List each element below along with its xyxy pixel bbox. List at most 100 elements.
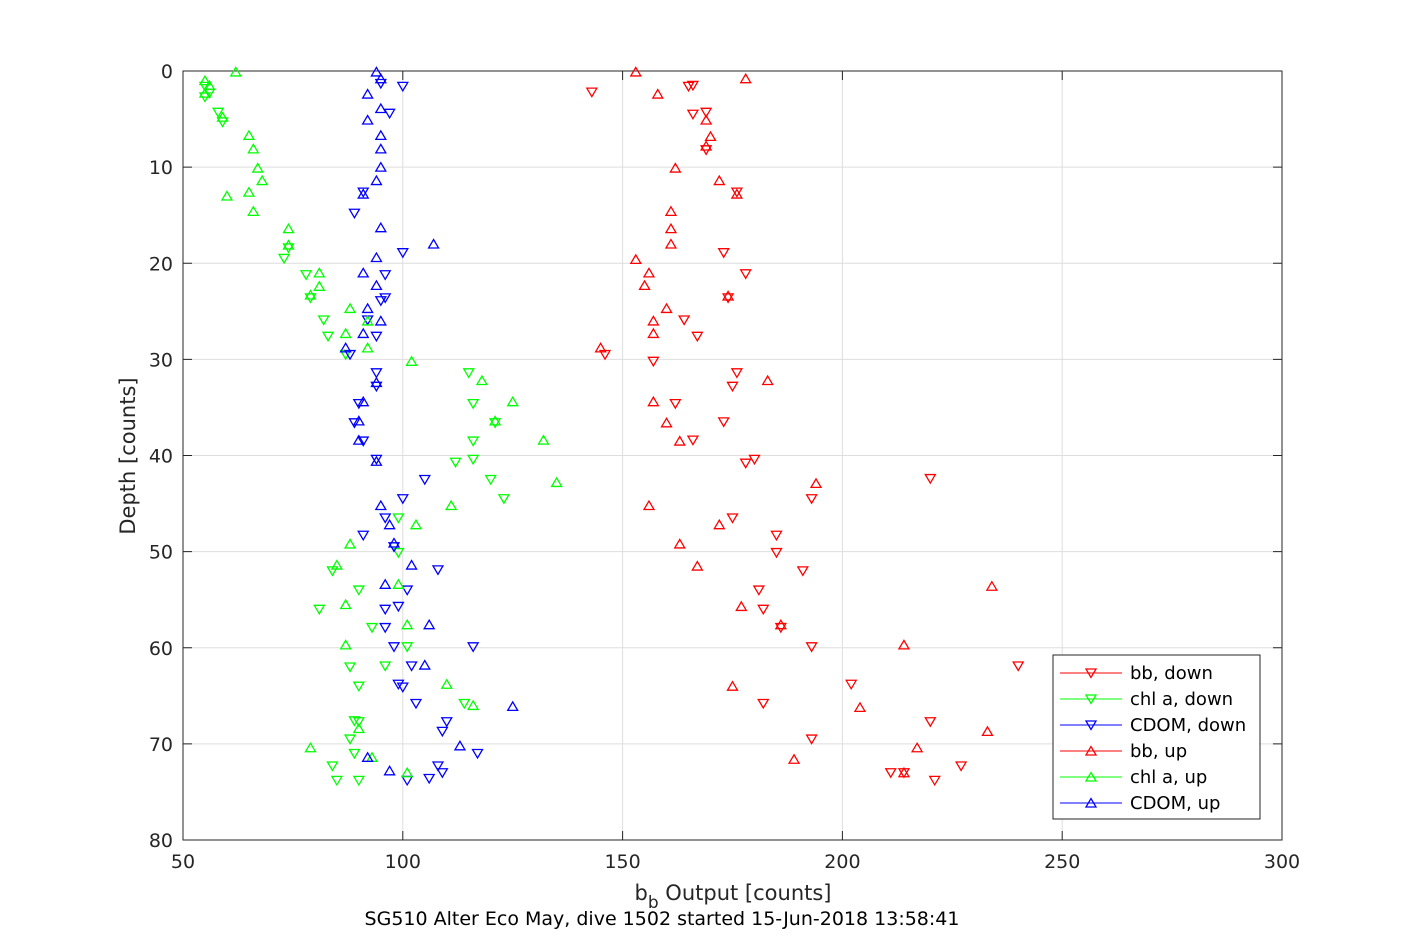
data-point bbox=[396, 248, 409, 259]
data-point bbox=[313, 267, 326, 278]
data-point bbox=[774, 618, 787, 630]
data-point bbox=[304, 289, 317, 300]
data-point bbox=[242, 186, 256, 197]
data-point bbox=[352, 681, 365, 692]
data-point bbox=[686, 109, 700, 121]
data-point bbox=[735, 600, 748, 612]
legend-box bbox=[1052, 654, 1261, 820]
data-point bbox=[673, 538, 686, 549]
y-axis-label: Depth [counts] bbox=[116, 377, 140, 534]
data-point bbox=[418, 659, 431, 670]
data-point bbox=[392, 513, 405, 524]
data-points bbox=[198, 66, 1025, 787]
x-tick-label: 250 bbox=[1044, 851, 1080, 873]
data-point bbox=[739, 458, 752, 469]
x-tick-label: 100 bbox=[385, 851, 421, 873]
x-tick-label: 300 bbox=[1264, 851, 1300, 873]
data-point bbox=[717, 417, 730, 428]
data-point bbox=[361, 342, 374, 353]
data-point bbox=[699, 140, 713, 151]
x-axis-label-subscript: b bbox=[648, 893, 659, 913]
x-tick-label: 50 bbox=[171, 851, 195, 873]
data-point bbox=[220, 190, 234, 201]
legend-label: chl a, down bbox=[1130, 689, 1233, 710]
data-point bbox=[796, 566, 809, 577]
data-point bbox=[374, 102, 387, 114]
data-point bbox=[466, 699, 480, 711]
data-point bbox=[392, 578, 405, 589]
data-point bbox=[379, 604, 392, 616]
data-point bbox=[669, 398, 682, 410]
data-point bbox=[370, 455, 383, 466]
legend-item-bb-up: bb, up bbox=[1060, 741, 1187, 762]
series-chl-a-down bbox=[198, 81, 511, 787]
footer-caption: SG510 Alter Eco May, dive 1502 started 1… bbox=[365, 908, 960, 930]
data-point bbox=[691, 331, 704, 343]
y-tick-label: 10 bbox=[149, 157, 173, 179]
data-point bbox=[699, 107, 713, 119]
data-point bbox=[761, 374, 774, 386]
data-point bbox=[757, 698, 770, 710]
data-point bbox=[497, 494, 511, 505]
data-point bbox=[660, 417, 673, 428]
legend-item-bb-down: bb, down bbox=[1060, 663, 1213, 684]
data-point bbox=[255, 174, 269, 186]
data-point bbox=[401, 585, 414, 596]
data-point bbox=[642, 267, 656, 278]
data-point bbox=[304, 741, 317, 753]
data-point bbox=[647, 315, 660, 326]
legend-label: bb, up bbox=[1130, 741, 1187, 762]
data-point bbox=[726, 381, 739, 393]
data-point bbox=[304, 293, 317, 304]
data-point bbox=[339, 598, 352, 610]
data-point bbox=[374, 296, 387, 307]
data-point bbox=[352, 722, 365, 734]
data-point bbox=[339, 327, 352, 339]
data-point bbox=[216, 111, 229, 122]
data-point bbox=[713, 174, 726, 186]
data-point bbox=[348, 418, 361, 429]
data-point bbox=[651, 88, 664, 99]
data-point bbox=[352, 585, 365, 596]
data-point bbox=[713, 518, 726, 530]
series-cdom-up bbox=[339, 66, 519, 776]
data-point bbox=[897, 766, 911, 778]
data-point bbox=[352, 775, 365, 787]
data-point bbox=[348, 716, 361, 727]
data-point bbox=[436, 768, 449, 779]
data-point bbox=[374, 78, 387, 90]
data-point bbox=[585, 87, 598, 98]
y-tick-label: 20 bbox=[149, 253, 173, 275]
legend-item-cdom-up: CDOM, up bbox=[1060, 793, 1220, 814]
legend-label: CDOM, down bbox=[1130, 715, 1246, 736]
data-point bbox=[897, 639, 911, 650]
data-point bbox=[343, 538, 357, 549]
data-point bbox=[392, 679, 405, 691]
data-point bbox=[229, 66, 242, 77]
data-point bbox=[401, 766, 414, 778]
grid bbox=[183, 71, 1282, 840]
data-point bbox=[374, 143, 387, 154]
data-point bbox=[357, 436, 370, 447]
data-point bbox=[352, 415, 365, 426]
data-point bbox=[383, 765, 396, 776]
data-point bbox=[242, 129, 256, 141]
data-point bbox=[282, 239, 295, 250]
data-point bbox=[638, 279, 651, 291]
data-point bbox=[379, 513, 392, 524]
data-point bbox=[357, 267, 370, 278]
data-point bbox=[686, 80, 700, 92]
data-point bbox=[884, 768, 897, 779]
data-point bbox=[374, 161, 387, 172]
data-point bbox=[216, 117, 229, 128]
data-point bbox=[330, 775, 343, 787]
data-point bbox=[431, 761, 445, 772]
y-tick-label: 60 bbox=[149, 638, 173, 660]
data-point bbox=[910, 741, 924, 753]
data-point bbox=[506, 395, 519, 407]
data-point bbox=[752, 585, 766, 596]
data-point bbox=[449, 457, 462, 469]
data-point bbox=[357, 395, 370, 407]
data-point bbox=[488, 418, 502, 429]
data-point bbox=[647, 327, 660, 339]
